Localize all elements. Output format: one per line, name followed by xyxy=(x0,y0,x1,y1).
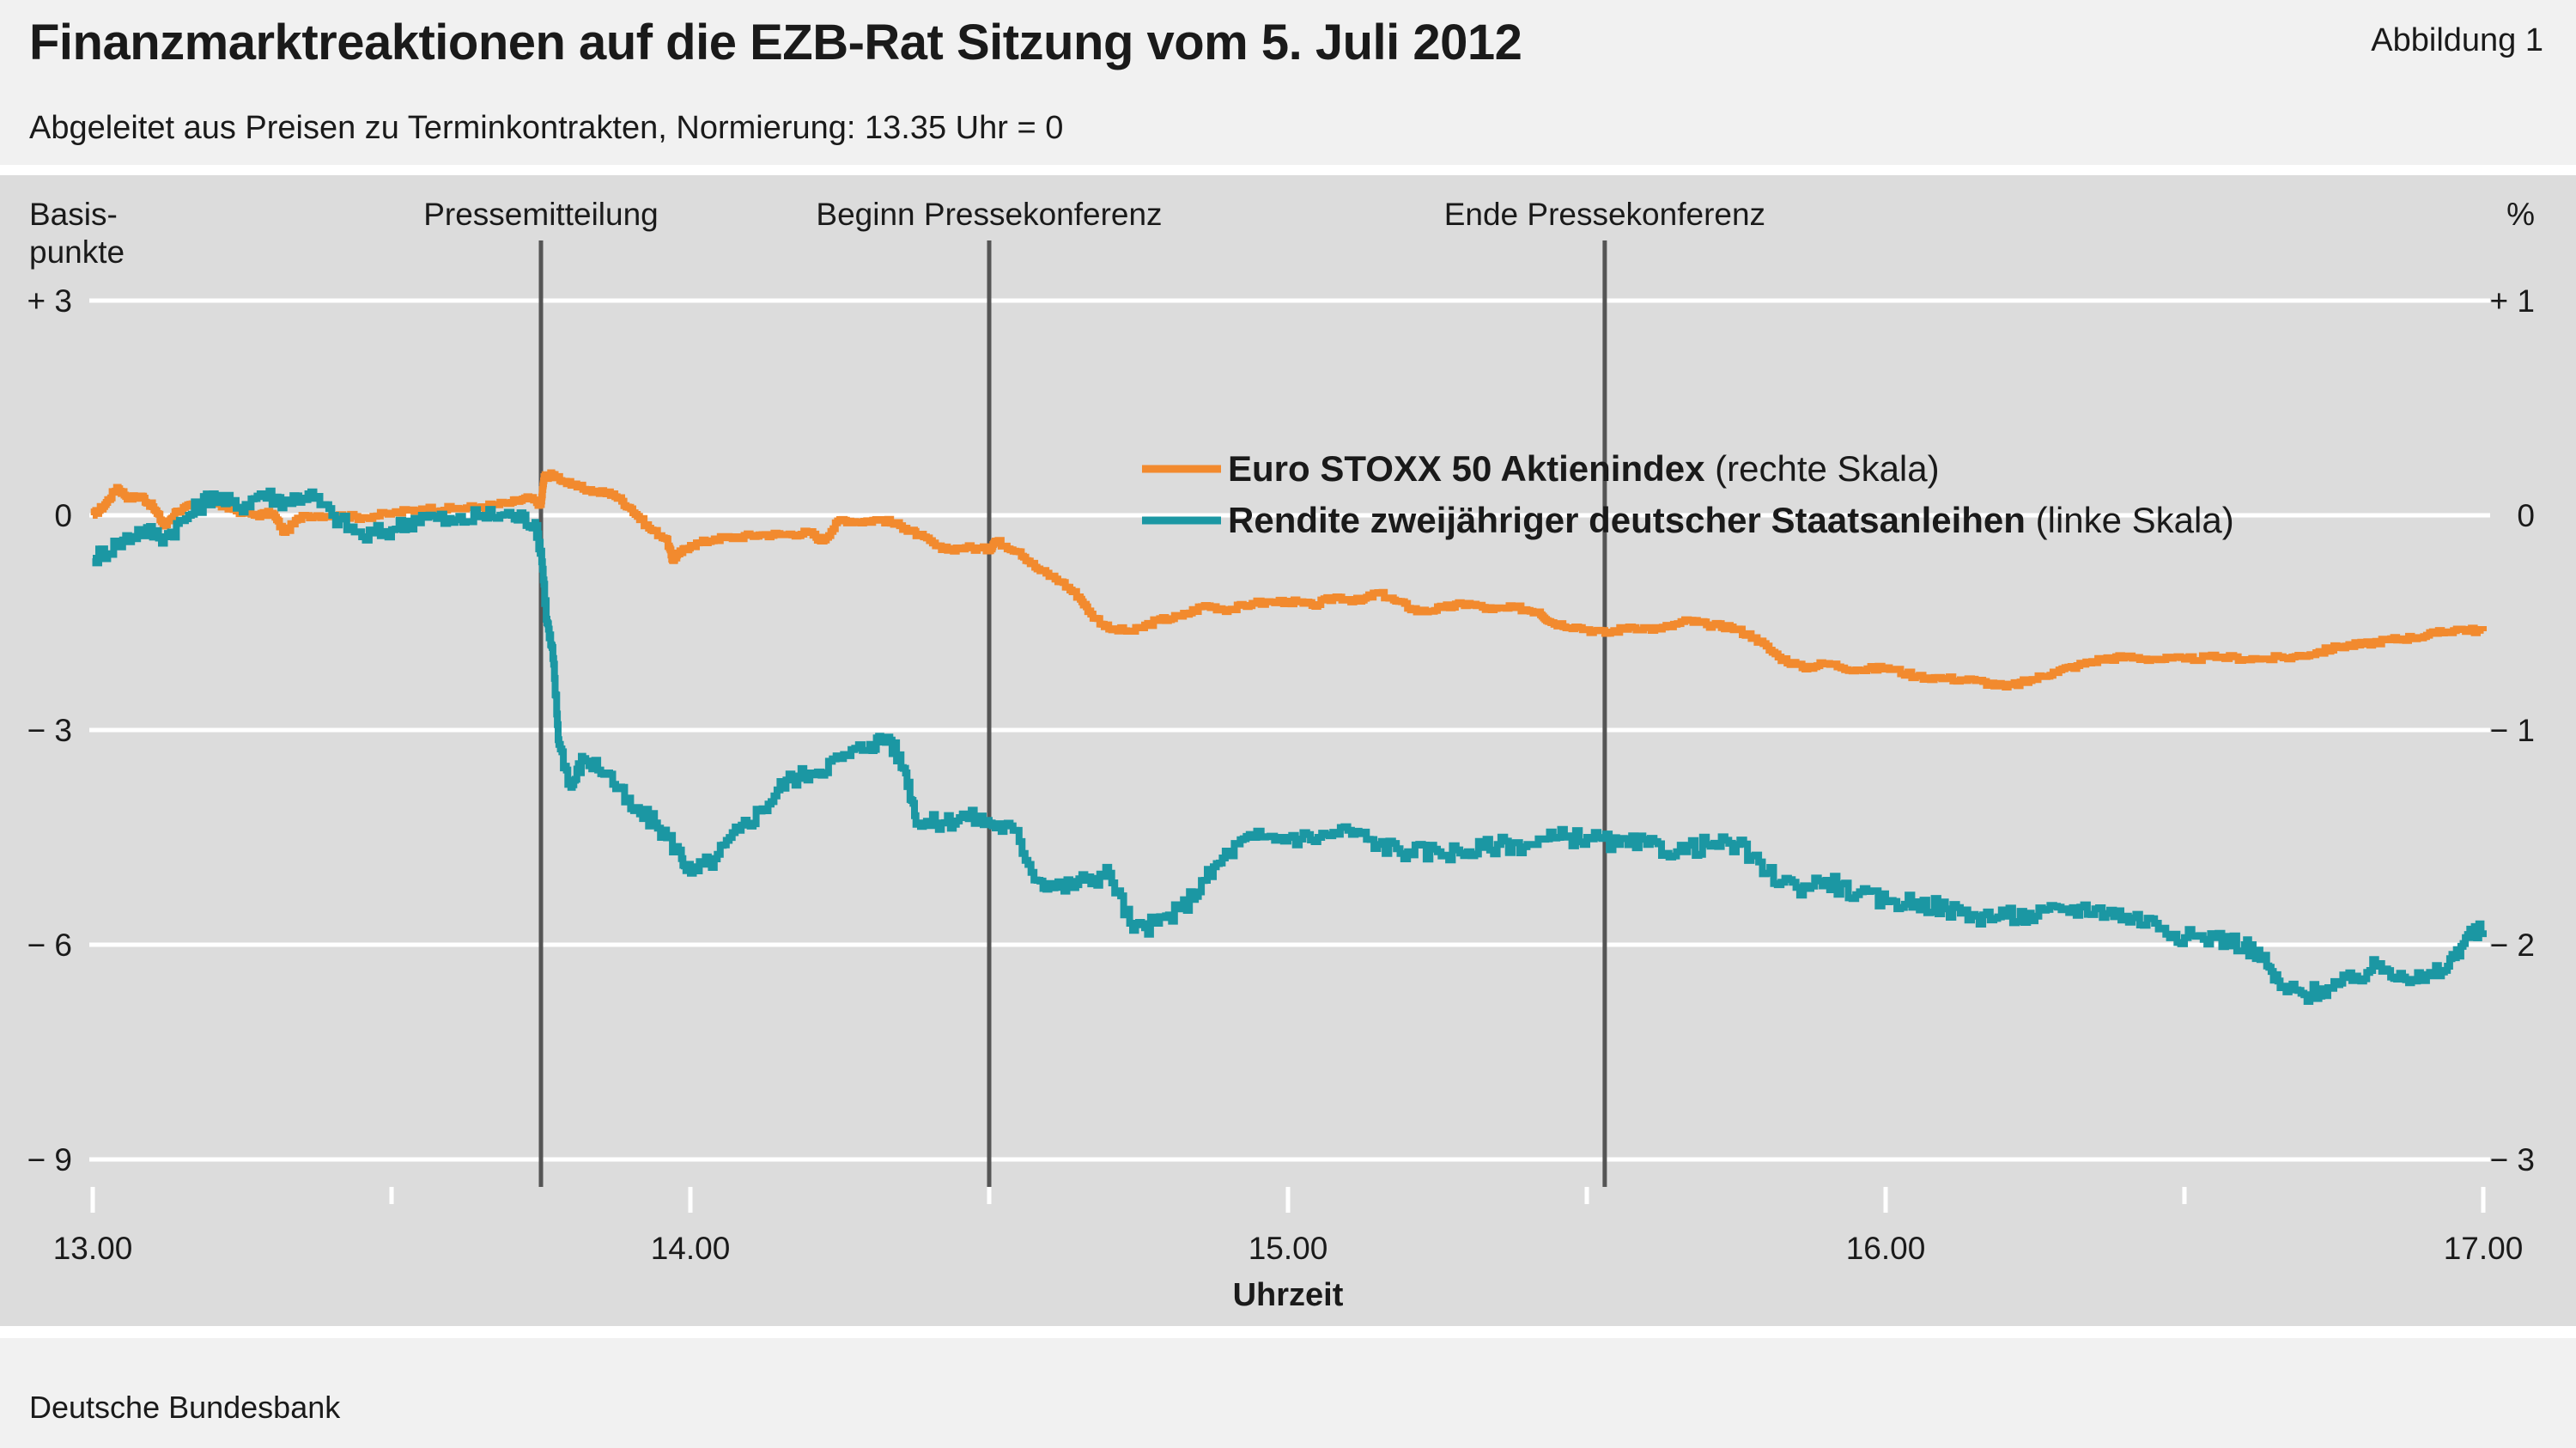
event-layer: Pressemitteilung Beginn Pressekonferenz En… xyxy=(423,197,1765,1187)
x-tick-label: 13.00 xyxy=(53,1231,133,1266)
right-tick-label: − 2 xyxy=(2490,928,2535,963)
x-tick-label: 17.00 xyxy=(2444,1231,2524,1266)
left-tick-label: 0 xyxy=(54,498,72,533)
series-line xyxy=(90,469,2487,691)
x-tick-label: 14.00 xyxy=(651,1231,731,1266)
x-tick-label: 16.00 xyxy=(1846,1231,1926,1266)
divider-top xyxy=(0,165,2576,175)
left-tick-label: − 6 xyxy=(27,928,72,963)
chart-title: Finanzmarktreaktionen auf die EZB-Rat Si… xyxy=(29,15,1522,70)
event-label: Beginn Pressekonferenz xyxy=(816,197,1162,232)
right-tick-label: 0 xyxy=(2517,498,2535,533)
source-note: Deutsche Bundesbank xyxy=(29,1390,341,1425)
left-tick-label: + 3 xyxy=(27,283,72,319)
right-tick-label: − 3 xyxy=(2490,1142,2535,1177)
chart-subtitle: Abgeleitet aus Preisen zu Terminkontrakt… xyxy=(29,110,1064,146)
legend: Euro STOXX 50 Aktienindex (rechte Skala)… xyxy=(1142,448,2234,540)
chart-panel xyxy=(0,175,2576,1326)
figure-label: Abbildung 1 xyxy=(2371,22,2543,58)
left-tick-label: − 3 xyxy=(27,713,72,748)
right-tick-label: − 1 xyxy=(2490,713,2535,748)
grid-layer xyxy=(89,298,2490,1213)
series-line xyxy=(92,487,2487,1005)
divider-bottom xyxy=(0,1326,2576,1338)
x-tick-label: 15.00 xyxy=(1249,1231,1328,1266)
legend-entry: Rendite zweijähriger deutscher Staatsanl… xyxy=(1228,500,2234,540)
x-axis-label: Uhrzeit xyxy=(1233,1277,1344,1313)
legend-entry: Euro STOXX 50 Aktienindex (rechte Skala) xyxy=(1228,448,1940,489)
right-tick-label: + 1 xyxy=(2490,283,2535,319)
axis-layer: Basis- punkte % Uhrzeit + 3 0 − 3 − 6 − 9 + 1… xyxy=(27,197,2535,1313)
right-axis-label: % xyxy=(2506,197,2535,232)
series-layer xyxy=(90,469,2487,1005)
left-tick-label: − 9 xyxy=(27,1142,72,1177)
event-label: Ende Pressekonferenz xyxy=(1444,197,1765,232)
left-axis-label-line2: punkte xyxy=(29,234,125,270)
event-label: Pressemitteilung xyxy=(423,197,659,232)
left-axis-label-line1: Basis- xyxy=(29,197,118,232)
